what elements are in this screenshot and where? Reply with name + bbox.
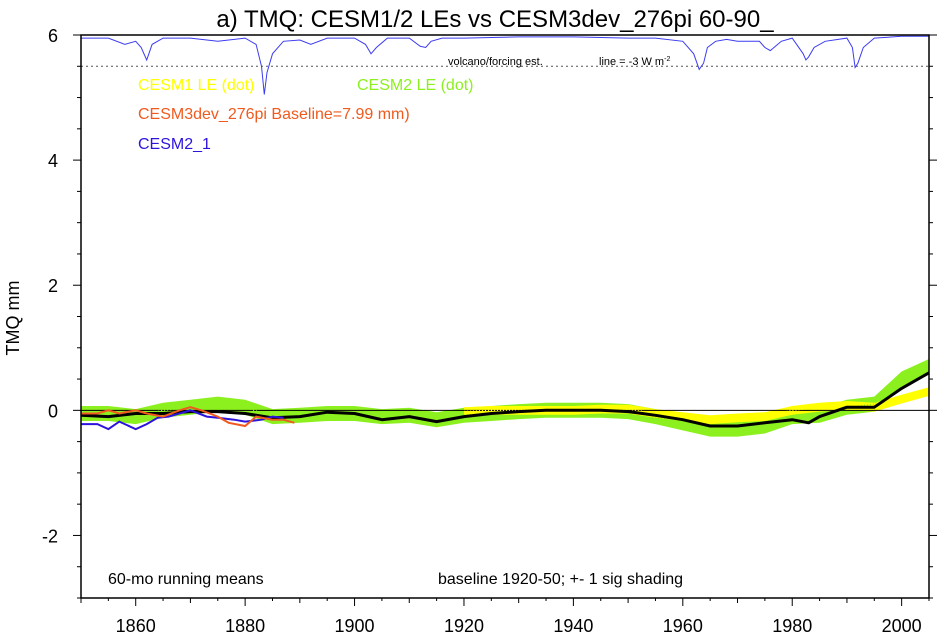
x-tick-label: 1980 (772, 616, 812, 636)
legend-cesm2-1: CESM2_1 (138, 136, 211, 153)
x-tick-label: 1860 (116, 616, 156, 636)
reference-line-label: line = -3 W m-2 (599, 56, 670, 68)
cesm2-le-mean-line (81, 365, 930, 430)
y-axis-label: TMQ mm (3, 281, 23, 356)
axis-ticks: 1860 1880 1900 1920 1940 1960 1980 2000 -2 0 2 4 6 (42, 26, 937, 636)
y-tick-label: -2 (42, 526, 58, 546)
cesm3dev-line (81, 406, 295, 428)
series-lines (80, 365, 930, 431)
x-tick-label: 1900 (335, 616, 375, 636)
x-tick-label: 2000 (882, 616, 922, 636)
volcano-forcing-line (81, 35, 929, 95)
x-tick-label: 1880 (225, 616, 265, 636)
cesm1-le-band (464, 387, 929, 425)
y-tick-label: 6 (48, 26, 58, 46)
spread-bands (81, 359, 929, 437)
baseline-note: baseline 1920-50; +- 1 sig shading (438, 571, 683, 588)
x-tick-label: 1940 (553, 616, 593, 636)
legend-cesm1-le: CESM1 LE (dot) (138, 77, 254, 94)
x-tick-label: 1920 (444, 616, 484, 636)
y-tick-label: 0 (48, 401, 58, 421)
reference-line-label-text: line = -3 W m (599, 56, 664, 68)
running-mean-line (80, 371, 930, 428)
x-tick-label: 1960 (663, 616, 703, 636)
legend-cesm3: CESM3dev_276pi Baseline=7.99 mm) (138, 106, 410, 123)
y-tick-label: 4 (48, 151, 58, 171)
running-means-note: 60-mo running means (108, 571, 264, 588)
cesm2-le-band (81, 359, 929, 437)
volcano-group (81, 35, 929, 95)
reference-line-label-sup: -2 (664, 56, 670, 63)
volcano-label: volcano/forcing est. (448, 56, 543, 68)
y-tick-label: 2 (48, 276, 58, 296)
chart-title: a) TMQ: CESM1/2 LEs vs CESM3dev_276pi 60… (216, 6, 774, 33)
legend-cesm2-le: CESM2 LE (dot) (357, 77, 473, 94)
